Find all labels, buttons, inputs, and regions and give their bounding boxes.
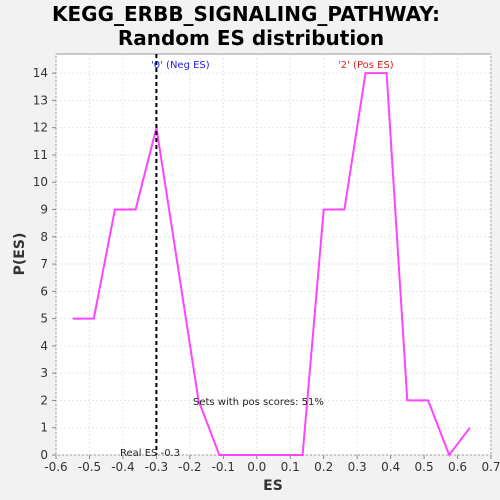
chart-title-line1: KEGG_ERBB_SIGNALING_PATHWAY: [52, 2, 440, 26]
y-tick-label: 13 [33, 93, 48, 107]
neg-es-label: '0' (Neg ES) [151, 60, 210, 71]
x-tick-label: -0.2 [178, 460, 201, 474]
y-tick-label: 11 [33, 148, 48, 162]
x-tick-label: -0.3 [145, 460, 168, 474]
y-tick-label: 12 [33, 121, 48, 135]
x-tick-label: -0.1 [212, 460, 235, 474]
pos-scores-label: Sets with pos scores: 51% [193, 397, 324, 408]
es-distribution-line [72, 72, 471, 458]
y-tick-label: 0 [40, 448, 48, 462]
x-tick-label: -0.4 [111, 460, 134, 474]
x-tick-label: 0.3 [348, 460, 367, 474]
axis-ticks: -0.6 -0.5 -0.4 -0.3 -0.2 -0.1 0.0 0.1 0.2 0.3 0.4 0… [33, 66, 500, 474]
x-tick-label: -0.6 [44, 460, 67, 474]
plot-area [55, 53, 492, 456]
x-tick-label: 0.1 [281, 460, 300, 474]
x-axis-label: ES [263, 478, 283, 494]
y-tick-label: 2 [40, 393, 48, 407]
y-tick-label: 9 [40, 202, 48, 216]
y-axis-label: P(ES) [12, 233, 28, 276]
x-tick-label: 0.0 [247, 460, 266, 474]
real-es-label: Real ES -0.3 [120, 448, 180, 459]
y-tick-label: 5 [40, 312, 48, 326]
y-tick-label: 1 [40, 421, 48, 435]
y-tick-label: 10 [33, 175, 48, 189]
x-tick-label: -0.5 [78, 460, 101, 474]
pos-es-label: '2' (Pos ES) [338, 60, 394, 71]
y-tick-label: 8 [40, 230, 48, 244]
y-tick-label: 14 [33, 66, 48, 80]
y-tick-label: 4 [40, 339, 48, 353]
x-tick-label: 0.4 [381, 460, 400, 474]
x-tick-label: 0.2 [314, 460, 333, 474]
marks [72, 54, 471, 458]
chart-title-line2: Random ES distribution [118, 26, 384, 50]
x-tick-label: 0.6 [448, 460, 467, 474]
x-tick-label: 0.7 [481, 460, 500, 474]
x-tick-label: 0.5 [415, 460, 434, 474]
y-tick-label: 7 [40, 257, 48, 271]
y-tick-label: 3 [40, 366, 48, 380]
y-tick-label: 6 [40, 284, 48, 298]
